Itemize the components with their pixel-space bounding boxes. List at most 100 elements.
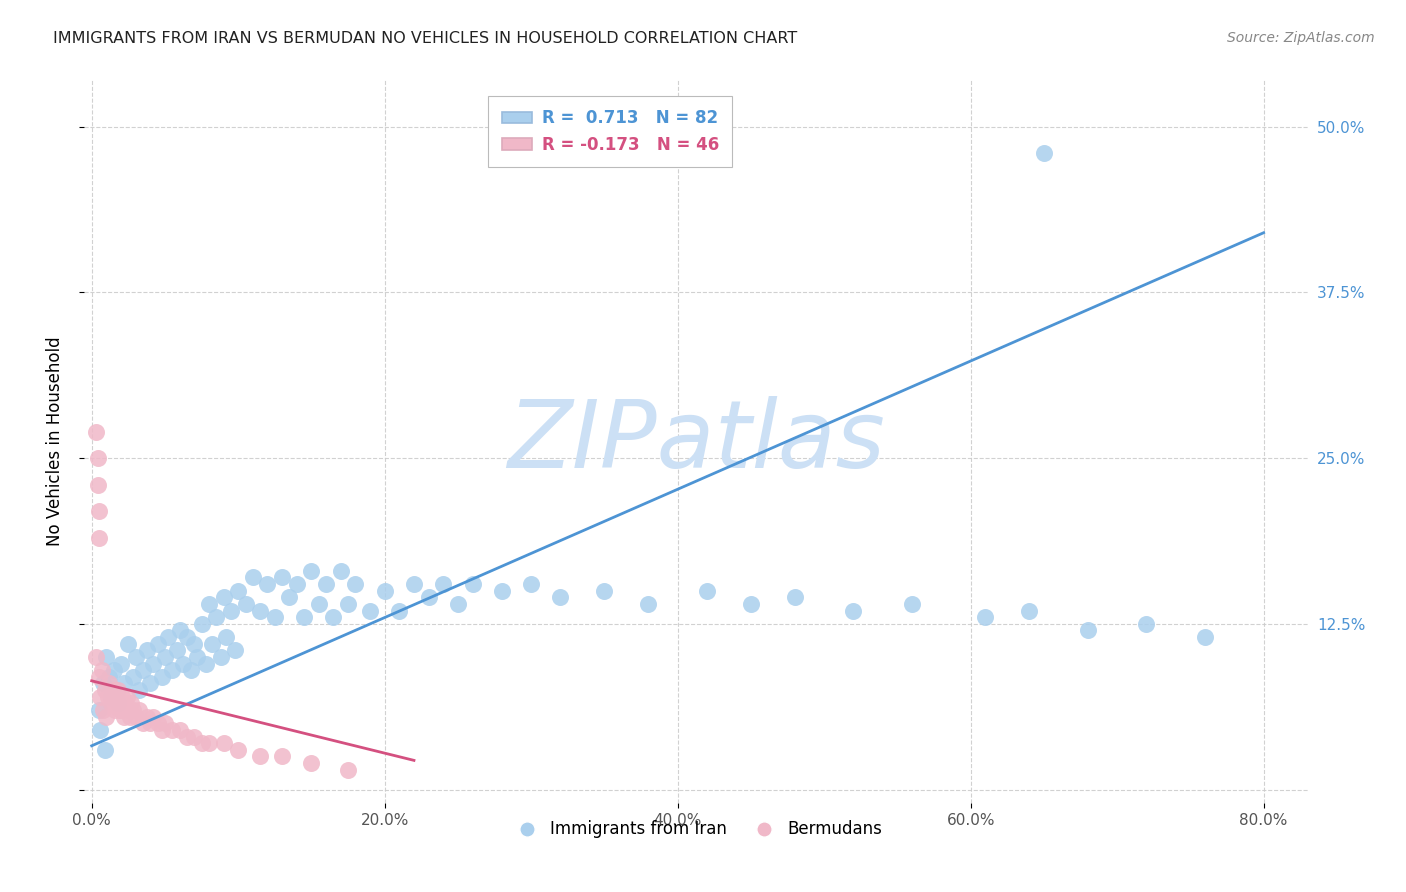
Point	[520, 577, 543, 591]
Point	[108, 703, 131, 717]
Point	[105, 697, 128, 711]
Point	[190, 736, 212, 750]
Point	[128, 703, 150, 717]
Point	[1135, 616, 1157, 631]
Point	[190, 616, 212, 631]
Point	[94, 743, 117, 757]
Point	[219, 603, 242, 617]
Point	[1032, 146, 1054, 161]
Point	[842, 603, 865, 617]
Point	[84, 425, 107, 439]
Point	[1018, 603, 1040, 617]
Point	[263, 610, 285, 624]
Point	[100, 690, 122, 704]
Point	[117, 637, 139, 651]
Point	[388, 603, 411, 617]
Point	[150, 723, 173, 737]
Point	[205, 610, 228, 624]
Point	[447, 597, 470, 611]
Point	[226, 743, 249, 757]
Point	[136, 643, 159, 657]
Point	[901, 597, 924, 611]
Point	[212, 591, 235, 605]
Point	[142, 709, 165, 723]
Point	[107, 683, 129, 698]
Point	[593, 583, 616, 598]
Point	[783, 591, 806, 605]
Point	[337, 763, 360, 777]
Point	[112, 676, 135, 690]
Point	[224, 643, 246, 657]
Point	[271, 570, 294, 584]
Point	[97, 690, 120, 704]
Point	[198, 597, 221, 611]
Point	[308, 597, 330, 611]
Point	[101, 690, 124, 704]
Point	[132, 716, 155, 731]
Point	[172, 657, 194, 671]
Point	[176, 730, 198, 744]
Point	[93, 676, 115, 690]
Point	[256, 577, 278, 591]
Point	[110, 703, 132, 717]
Point	[107, 697, 129, 711]
Point	[637, 597, 659, 611]
Point	[198, 736, 221, 750]
Point	[146, 716, 169, 731]
Point	[104, 703, 127, 717]
Point	[491, 583, 513, 598]
Point	[322, 610, 344, 624]
Point	[201, 637, 224, 651]
Point	[299, 756, 322, 770]
Legend: Immigrants from Iran, Bermudans: Immigrants from Iran, Bermudans	[503, 814, 889, 845]
Point	[183, 637, 205, 651]
Text: IMMIGRANTS FROM IRAN VS BERMUDAN NO VEHICLES IN HOUSEHOLD CORRELATION CHART: IMMIGRANTS FROM IRAN VS BERMUDAN NO VEHI…	[53, 31, 797, 46]
Point	[271, 749, 294, 764]
Point	[344, 577, 367, 591]
Point	[696, 583, 718, 598]
Point	[299, 564, 322, 578]
Point	[111, 690, 134, 704]
Point	[96, 709, 118, 723]
Point	[121, 703, 143, 717]
Point	[110, 657, 132, 671]
Point	[103, 663, 125, 677]
Point	[166, 643, 188, 657]
Y-axis label: No Vehicles in Household: No Vehicles in Household	[45, 336, 63, 547]
Point	[132, 663, 155, 677]
Point	[146, 637, 169, 651]
Point	[121, 670, 143, 684]
Point	[249, 603, 271, 617]
Point	[139, 676, 162, 690]
Point	[235, 597, 257, 611]
Point	[169, 624, 191, 638]
Point	[98, 670, 121, 684]
Point	[1194, 630, 1216, 644]
Point	[89, 690, 111, 704]
Point	[226, 583, 249, 598]
Point	[249, 749, 271, 764]
Point	[136, 709, 159, 723]
Point	[162, 663, 184, 677]
Point	[285, 577, 308, 591]
Point	[114, 697, 136, 711]
Point	[98, 676, 121, 690]
Point	[278, 591, 301, 605]
Point	[153, 716, 176, 731]
Point	[402, 577, 425, 591]
Point	[118, 709, 141, 723]
Point	[86, 451, 108, 466]
Point	[84, 650, 107, 665]
Point	[337, 597, 360, 611]
Point	[550, 591, 572, 605]
Point	[100, 697, 122, 711]
Point	[315, 577, 337, 591]
Point	[183, 730, 205, 744]
Point	[212, 736, 235, 750]
Point	[418, 591, 440, 605]
Point	[180, 663, 202, 677]
Point	[117, 703, 139, 717]
Point	[150, 670, 173, 684]
Point	[112, 709, 135, 723]
Point	[124, 709, 146, 723]
